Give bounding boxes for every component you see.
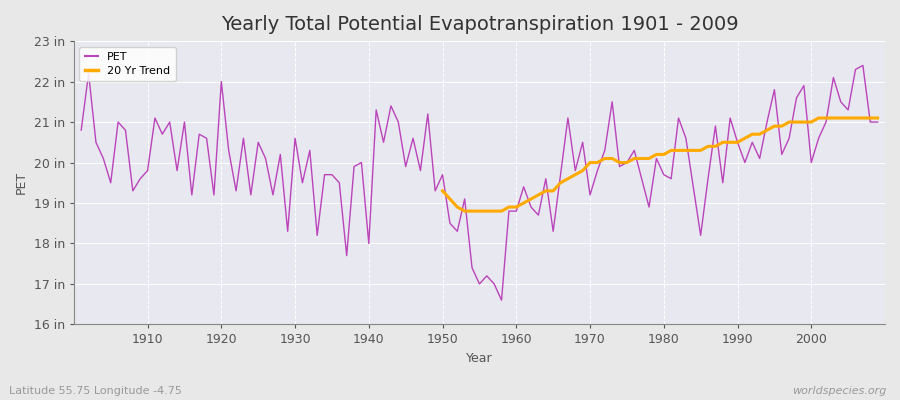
PET	[607, 100, 617, 104]
Line: 20 Yr Trend: 20 Yr Trend	[443, 118, 878, 211]
20 Yr Trend	[814, 116, 824, 120]
PET	[872, 120, 883, 124]
20 Yr Trend	[437, 188, 448, 193]
20 Yr Trend	[592, 160, 603, 165]
PET	[297, 180, 308, 185]
PET	[76, 128, 86, 132]
20 Yr Trend	[555, 180, 566, 185]
20 Yr Trend	[717, 140, 728, 145]
PET	[511, 209, 522, 214]
20 Yr Trend	[570, 172, 580, 177]
Line: PET: PET	[81, 65, 878, 300]
Y-axis label: PET: PET	[15, 171, 28, 194]
PET	[135, 176, 146, 181]
20 Yr Trend	[459, 209, 470, 214]
20 Yr Trend	[518, 201, 529, 206]
20 Yr Trend	[872, 116, 883, 120]
X-axis label: Year: Year	[466, 352, 492, 365]
PET	[518, 184, 529, 189]
Legend: PET, 20 Yr Trend: PET, 20 Yr Trend	[79, 47, 176, 81]
PET	[858, 63, 868, 68]
Text: worldspecies.org: worldspecies.org	[792, 386, 886, 396]
PET	[341, 253, 352, 258]
Title: Yearly Total Potential Evapotranspiration 1901 - 2009: Yearly Total Potential Evapotranspiratio…	[220, 15, 738, 34]
20 Yr Trend	[585, 160, 596, 165]
PET	[496, 298, 507, 302]
Text: Latitude 55.75 Longitude -4.75: Latitude 55.75 Longitude -4.75	[9, 386, 182, 396]
